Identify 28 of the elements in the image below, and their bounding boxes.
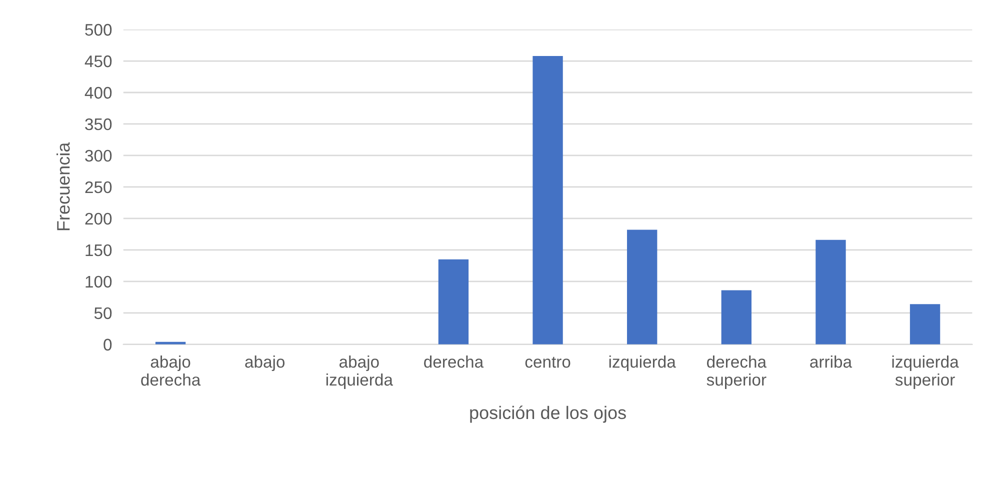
x-axis-title: posición de los ojos	[470, 406, 626, 423]
x-tick-label: izquierda superior	[892, 356, 959, 389]
bar	[438, 259, 469, 344]
bar	[532, 56, 563, 344]
y-tick-label: 350	[85, 118, 112, 130]
bar	[816, 240, 846, 344]
bar	[627, 230, 658, 344]
bar	[721, 290, 752, 344]
y-tick-label: 450	[84, 55, 112, 68]
y-tick-label: 300	[85, 150, 112, 162]
y-tick-label: 150	[86, 244, 112, 256]
x-tick-label: centro	[525, 356, 570, 368]
x-tick-label: arriba	[810, 356, 852, 368]
y-tick-label: 200	[85, 212, 112, 225]
x-tick-label: derecha superior	[706, 356, 767, 389]
y-axis-title: Frecuencia	[56, 142, 70, 230]
x-tick-label: abajo izquierda	[326, 356, 393, 389]
y-tick-label: 400	[84, 86, 112, 99]
y-tick-label: 100	[86, 276, 112, 288]
y-tick-label: 500	[85, 24, 112, 36]
bar	[910, 304, 940, 344]
x-tick-label: derecha	[424, 356, 484, 368]
x-tick-label: abajo derecha	[141, 356, 201, 386]
x-tick-label: izquierda	[609, 356, 676, 372]
y-tick-label: 0	[104, 338, 112, 351]
y-tick-label: 50	[94, 307, 112, 320]
y-tick-label: 250	[85, 181, 112, 194]
x-tick-label: abajo	[245, 356, 285, 372]
